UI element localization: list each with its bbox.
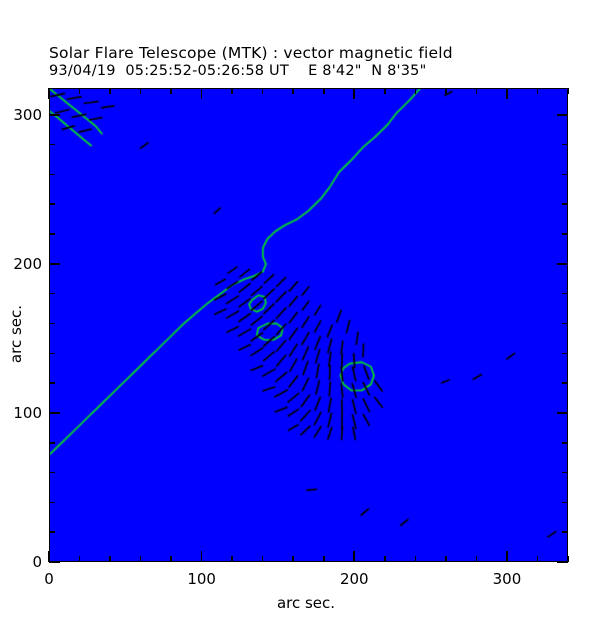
x-tick (506, 551, 508, 562)
x-tick (475, 556, 478, 562)
y-tick (562, 382, 568, 384)
y-tick (49, 322, 55, 325)
y-tick-label: 100 (13, 403, 42, 422)
y-tick (562, 173, 568, 176)
x-tick (139, 88, 142, 94)
x-tick (414, 556, 417, 562)
x-tick (353, 551, 356, 562)
figure-title-block: Solar Flare Telescope (MTK) : vector mag… (49, 44, 453, 79)
y-tick (557, 561, 568, 563)
x-tick-label: 200 (339, 570, 369, 588)
y-tick (562, 292, 568, 295)
x-tick (231, 556, 233, 562)
magnetogram-plot-area (49, 88, 568, 562)
y-tick (49, 173, 55, 176)
y-tick (49, 292, 55, 295)
y-tick (49, 114, 60, 116)
x-tick-label: 0 (44, 570, 54, 588)
x-tick (292, 88, 295, 94)
x-tick (139, 556, 142, 562)
x-tick (445, 88, 447, 94)
y-tick (49, 263, 60, 265)
y-tick (562, 531, 568, 533)
y-tick (49, 441, 55, 444)
y-tick (49, 233, 55, 235)
x-tick (567, 556, 569, 562)
page-title: Solar Flare Telescope (MTK) : vector mag… (49, 44, 453, 62)
x-tick (48, 88, 50, 99)
y-tick-label: 0 (32, 553, 42, 571)
x-tick (322, 88, 325, 94)
y-tick (557, 114, 568, 116)
y-tick (49, 501, 55, 504)
x-tick (536, 556, 539, 562)
x-tick (292, 556, 295, 562)
x-tick (384, 88, 386, 94)
y-axis-title: arc sec. (7, 304, 25, 364)
x-tick-label: 300 (492, 570, 522, 588)
x-tick-label: 100 (187, 570, 216, 588)
y-tick (49, 561, 60, 563)
x-tick (261, 556, 264, 562)
x-tick (445, 556, 447, 562)
y-tick (562, 203, 568, 206)
x-tick (200, 551, 203, 562)
y-tick (49, 412, 60, 414)
y-tick-label: 200 (13, 254, 42, 273)
x-tick (475, 88, 478, 94)
x-tick (567, 88, 569, 94)
y-tick (49, 382, 55, 384)
y-tick (49, 352, 55, 355)
y-tick (562, 501, 568, 504)
x-tick (48, 551, 50, 562)
x-tick (536, 88, 539, 94)
y-tick (49, 531, 55, 533)
y-tick-label: 300 (13, 105, 42, 124)
y-tick (562, 143, 568, 146)
y-tick (562, 441, 568, 444)
vector-and-contour-overlay (50, 89, 567, 561)
x-tick (109, 556, 111, 562)
y-tick (49, 203, 55, 206)
x-tick (353, 88, 356, 99)
x-tick (261, 88, 264, 94)
x-tick (78, 556, 81, 562)
y-tick (562, 233, 568, 235)
x-tick (414, 88, 417, 94)
y-tick (49, 471, 55, 474)
x-tick (200, 88, 203, 99)
y-tick (557, 263, 568, 265)
x-tick (170, 88, 172, 94)
x-tick (78, 88, 81, 94)
x-tick (506, 88, 508, 99)
y-tick (49, 143, 55, 146)
x-axis-title: arc sec. (276, 594, 336, 612)
x-tick (231, 88, 233, 94)
y-tick (562, 471, 568, 474)
x-tick (384, 556, 386, 562)
y-tick (562, 322, 568, 325)
observation-info: 93/04/19 05:25:52-05:26:58 UT E 8'42" N … (49, 62, 427, 79)
x-tick (322, 556, 325, 562)
x-tick (109, 88, 111, 94)
x-tick (170, 556, 172, 562)
y-tick (562, 352, 568, 355)
y-tick (557, 412, 568, 414)
